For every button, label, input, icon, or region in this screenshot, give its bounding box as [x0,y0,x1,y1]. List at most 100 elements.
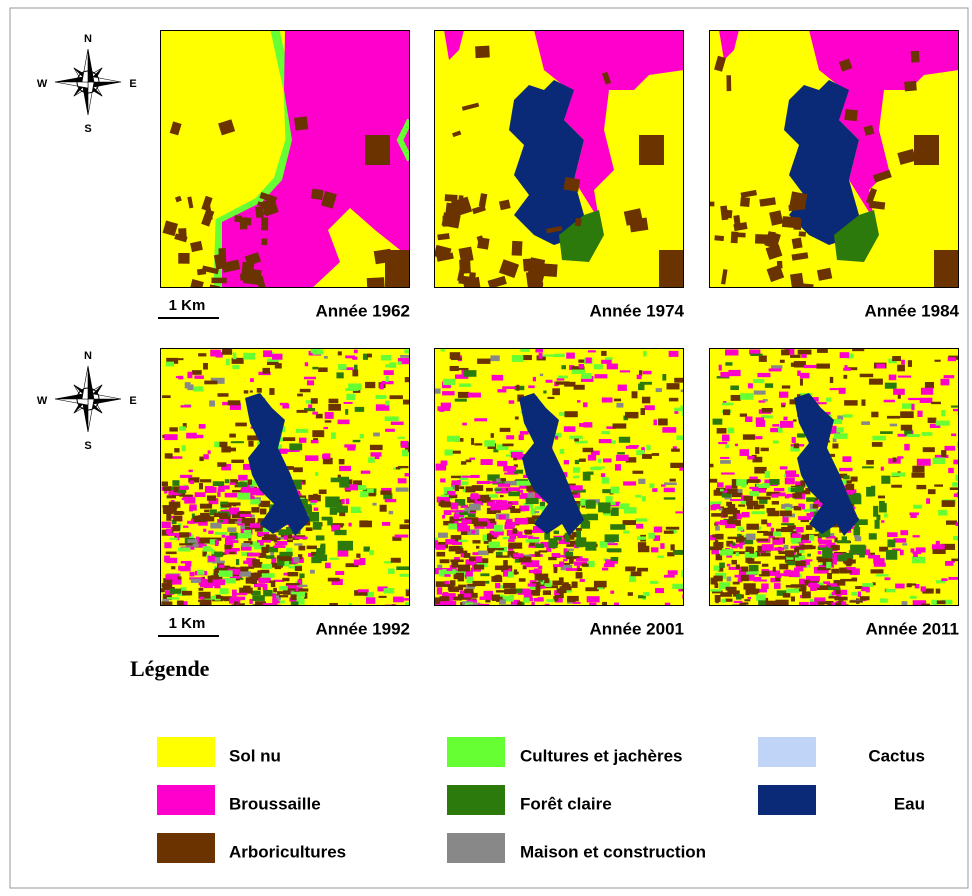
map-patch [466,486,476,492]
map-patch [299,438,306,443]
map-patch [359,510,362,513]
map-patch [523,597,529,602]
map-patch [840,352,849,358]
legend-swatch [157,785,215,815]
map-patch [709,479,717,483]
map-patch [221,446,231,452]
map-patch [471,530,475,533]
map-patch [199,424,206,429]
map-patch [291,592,295,595]
map-patch [902,543,907,545]
map-patch [579,364,584,369]
map-patch [740,393,753,400]
map-patch [757,497,771,500]
map-patch [654,527,659,533]
map-patch [338,550,349,557]
map-patch [642,454,652,459]
map-patch [297,410,308,413]
compass-label: N [84,350,92,362]
map-patch [566,568,577,571]
map-patch [876,364,885,369]
map-patch [720,372,729,377]
map-patch [331,432,336,438]
map-patch [528,385,534,388]
map-patch [515,518,528,525]
map-patch [722,403,733,406]
map-patch [641,408,645,415]
map-patch [366,597,375,604]
map-foret [866,487,872,497]
map-patch [476,556,483,562]
map-patch [728,428,735,434]
map-patch [573,467,580,473]
map-patch [757,373,770,377]
map-patch [866,460,874,465]
map-patch [535,506,546,510]
map-patch [861,421,870,425]
map-patch [749,491,759,496]
map-patch [652,488,657,492]
map-patch [469,458,475,460]
map-patch [881,467,884,471]
map-patch [653,420,657,426]
map-patch [893,457,897,462]
map-patch [198,353,206,356]
map-patch [219,565,225,568]
map-patch [560,586,572,590]
map-patch [369,550,374,555]
map-patch [386,376,389,382]
map-patch [742,512,750,518]
map-patch [726,587,737,591]
map-patch [646,445,650,450]
map-patch [779,538,783,545]
map-patch [174,448,179,452]
map-patch [535,349,543,352]
map-patch [257,388,262,393]
map-patch [570,485,583,490]
map-arboricultures [782,216,800,228]
map-patch [236,559,239,565]
map-arboricultures [914,135,939,165]
map-patch [447,436,460,442]
map-patch [792,533,801,538]
map-patch [563,559,567,562]
scale-label: 1 Km [169,615,206,632]
map-patch [884,400,895,403]
map-patch [944,446,955,451]
map-patch [539,353,543,359]
map-patch [779,492,786,496]
map-patch [841,569,847,574]
map-patch [354,365,357,370]
map-patch [756,594,766,600]
map-patch [941,379,950,386]
map-patch [745,416,752,422]
map-patch [525,530,532,535]
map-patch [452,480,461,485]
map-patch [764,601,777,605]
map-patch [507,572,513,578]
map-patch [325,563,331,569]
map-patch [636,524,643,529]
map-patch [806,497,815,501]
map-foret [587,514,598,521]
map-patch [237,493,250,500]
map-patch [441,349,446,351]
map-patch [439,570,445,577]
map-arboricultures [458,195,463,201]
map-patch [851,592,857,596]
map-patch [199,588,204,591]
map-patch [328,404,341,411]
legend-label: Arboricultures [229,842,346,861]
map-patch [214,513,228,517]
map-patch [816,364,830,369]
map-patch [561,365,566,369]
map-patch [517,481,531,486]
map-patch [564,460,569,464]
map-patch [250,523,260,528]
map-patch [601,473,605,477]
map-arboricultures [247,218,252,226]
map-patch [780,511,792,517]
map-arboricultures [365,135,390,165]
map-patch [249,599,252,604]
map-patch [818,551,822,554]
